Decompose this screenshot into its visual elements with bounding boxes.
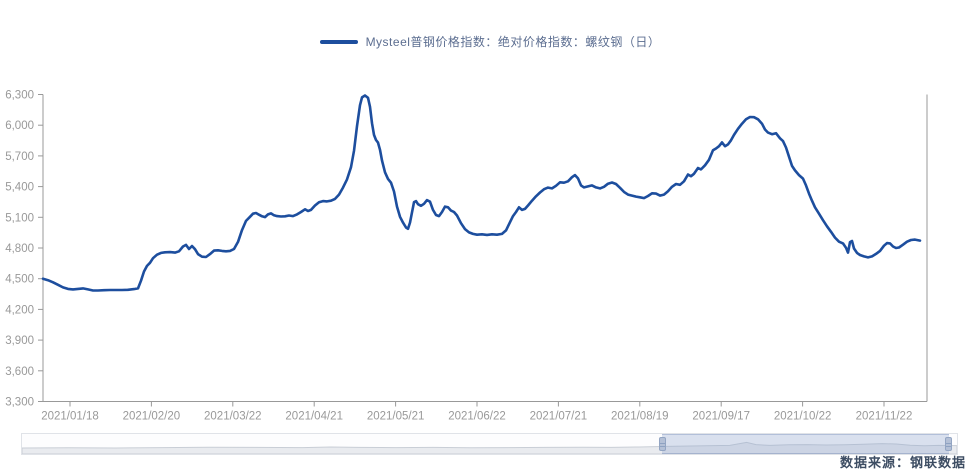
x-axis-label: 2021/01/18 — [41, 411, 99, 423]
x-axis-label: 2021/11/22 — [856, 411, 913, 423]
y-axis-label: 4,500 — [5, 274, 34, 286]
y-axis-label: 4,200 — [5, 304, 34, 316]
y-axis-label: 4,800 — [5, 243, 34, 255]
datazoom-selected-window[interactable] — [662, 434, 949, 454]
data-source-note: 数据来源：钢联数据 — [839, 455, 966, 470]
y-axis-label: 6,300 — [5, 90, 34, 102]
y-axis-label: 5,400 — [5, 182, 34, 194]
x-axis-label: 2021/08/19 — [611, 411, 669, 423]
mini-area-series — [22, 441, 957, 454]
x-axis-label: 2021/05/21 — [367, 411, 425, 423]
series-line-rebar-index — [41, 94, 922, 292]
datazoom-mini-chart — [22, 441, 957, 454]
x-axis-label: 2021/10/22 — [774, 411, 832, 423]
datazoom-left-handle-icon[interactable] — [658, 437, 666, 451]
x-axis-label: 2021/02/20 — [123, 411, 181, 423]
y-axis-label: 3,600 — [5, 366, 34, 378]
datazoom-right-handle-icon[interactable] — [945, 437, 953, 451]
y-axis-label: 6,000 — [5, 120, 34, 132]
legend-label: Mysteel普钢价格指数：绝对价格指数：螺纹钢（日） — [365, 35, 661, 49]
y-axis-label: 5,700 — [5, 151, 34, 163]
legend-line-icon — [319, 39, 358, 44]
x-axis-label: 2021/07/21 — [530, 411, 588, 423]
legend-item-rebar-index[interactable]: Mysteel普钢价格指数：绝对价格指数：螺纹钢（日） — [319, 33, 661, 50]
y-axis-label: 3,300 — [5, 397, 34, 409]
datazoom-slider[interactable] — [21, 433, 958, 455]
y-axis-label: 3,900 — [5, 335, 34, 347]
chart-legend: Mysteel普钢价格指数：绝对价格指数：螺纹钢（日） — [0, 33, 980, 50]
x-axis-label: 2021/06/22 — [448, 411, 506, 423]
x-axis-label: 2021/09/17 — [692, 411, 750, 423]
x-axis-label: 2021/04/21 — [285, 411, 343, 423]
y-axis-label: 5,100 — [5, 212, 34, 224]
x-axis-label: 2021/03/22 — [204, 411, 262, 423]
